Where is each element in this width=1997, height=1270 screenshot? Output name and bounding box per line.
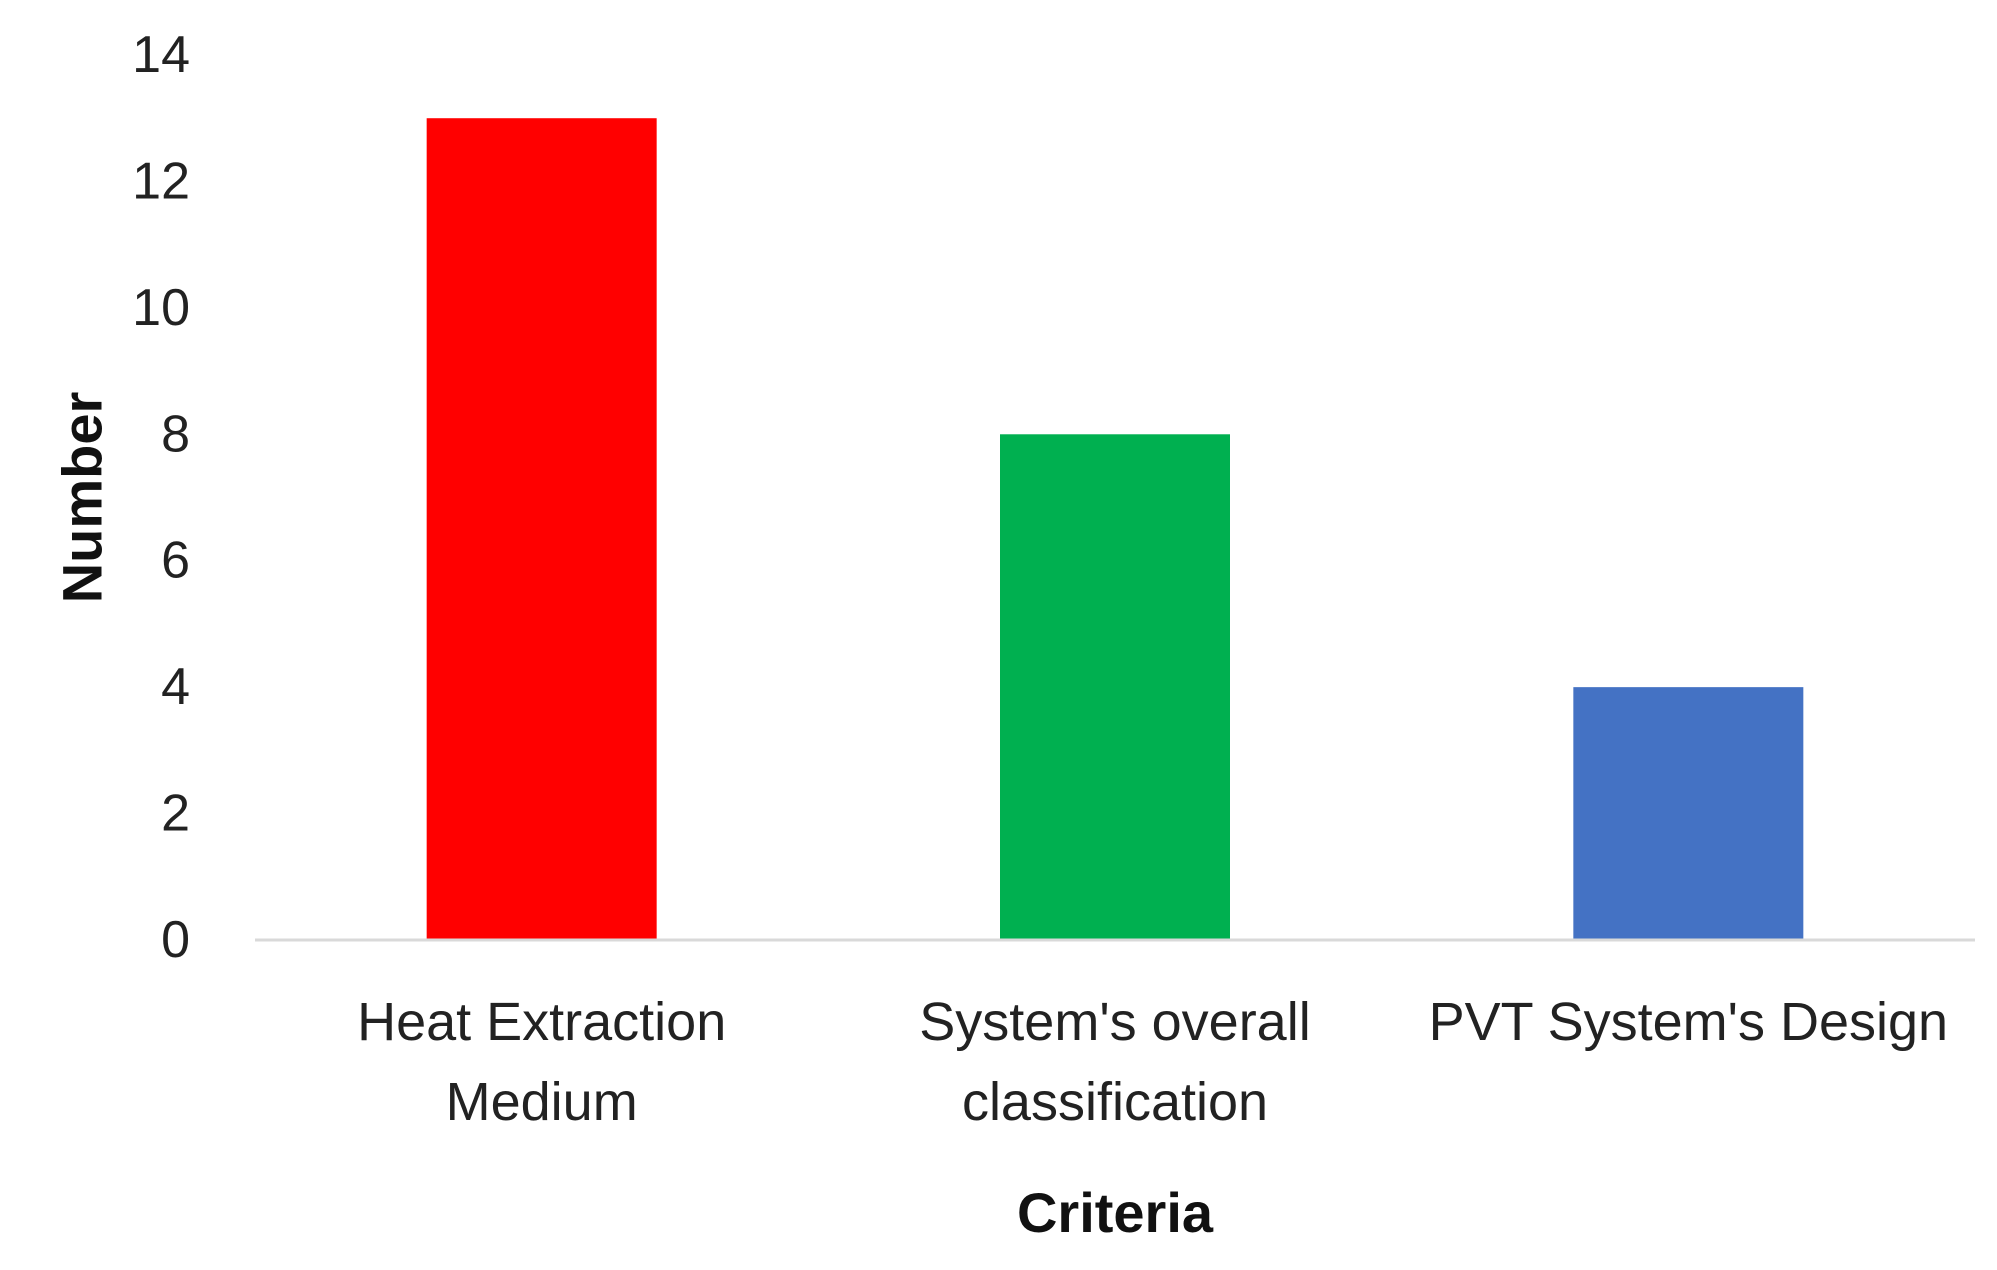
y-tick-label: 0 <box>161 911 190 969</box>
x-tick-label-line: System's overall <box>919 992 1310 1052</box>
y-tick-label: 2 <box>161 785 190 843</box>
bar <box>426 118 657 940</box>
x-tick-label-line: PVT System's Design <box>1429 992 1949 1052</box>
y-tick-label: 14 <box>132 26 190 84</box>
bars <box>426 118 1804 940</box>
y-tick-label: 12 <box>132 152 190 210</box>
y-axis-ticks: 0 2 4 6 8 10 12 14 <box>132 26 190 969</box>
y-tick-label: 4 <box>161 658 190 716</box>
x-tick-label: System's overall classification <box>919 992 1310 1132</box>
x-axis-title: Criteria <box>1017 1181 1214 1244</box>
x-tick-label-line: Heat Extraction <box>357 992 726 1052</box>
x-axis-category-labels: Heat Extraction Medium System's overall cla… <box>357 992 1948 1132</box>
y-tick-label: 8 <box>161 405 190 463</box>
y-tick-label: 6 <box>161 532 190 590</box>
x-tick-label: PVT System's Design <box>1429 992 1949 1052</box>
bar <box>1573 687 1804 940</box>
x-tick-label-line: classification <box>962 1072 1268 1132</box>
x-tick-label: Heat Extraction Medium <box>357 992 726 1132</box>
y-tick-label: 10 <box>132 279 190 337</box>
y-axis-title: Number <box>51 392 114 604</box>
bar <box>1000 434 1230 940</box>
x-tick-label-line: Medium <box>446 1072 638 1132</box>
